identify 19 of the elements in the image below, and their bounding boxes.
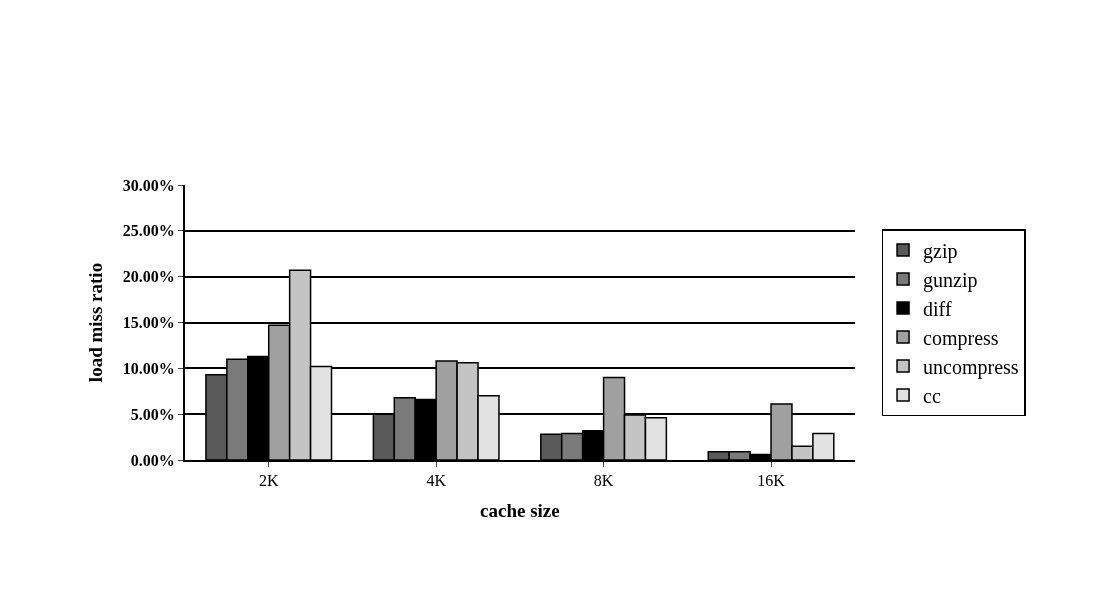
legend-label: diff [923, 297, 952, 320]
legend-label: cc [923, 384, 941, 407]
y-tick-label: 10.00% [122, 359, 175, 377]
x-tick-label: 8K [593, 472, 614, 490]
y-tick-label: 0.00% [130, 451, 175, 469]
y-tick-label: 20.00% [122, 268, 175, 286]
x-tick-label: 4K [426, 472, 447, 490]
y-tick-label: 15.00% [122, 314, 175, 332]
y-tick-label: 5.00% [130, 405, 175, 423]
legend-label: compress [923, 326, 999, 350]
x-tick-label: 16K [757, 472, 786, 490]
y-tick-label: 30.00% [122, 176, 175, 194]
legend-label: gzip [923, 239, 958, 263]
x-tick-label: 2K [258, 472, 279, 490]
x-axis-title: cache size [480, 499, 560, 521]
y-tick-label: 25.00% [122, 222, 175, 240]
legend-label: uncompress [923, 355, 1019, 379]
y-axis-title: load miss ratio [85, 262, 107, 383]
legend-label: gunzip [923, 268, 978, 292]
